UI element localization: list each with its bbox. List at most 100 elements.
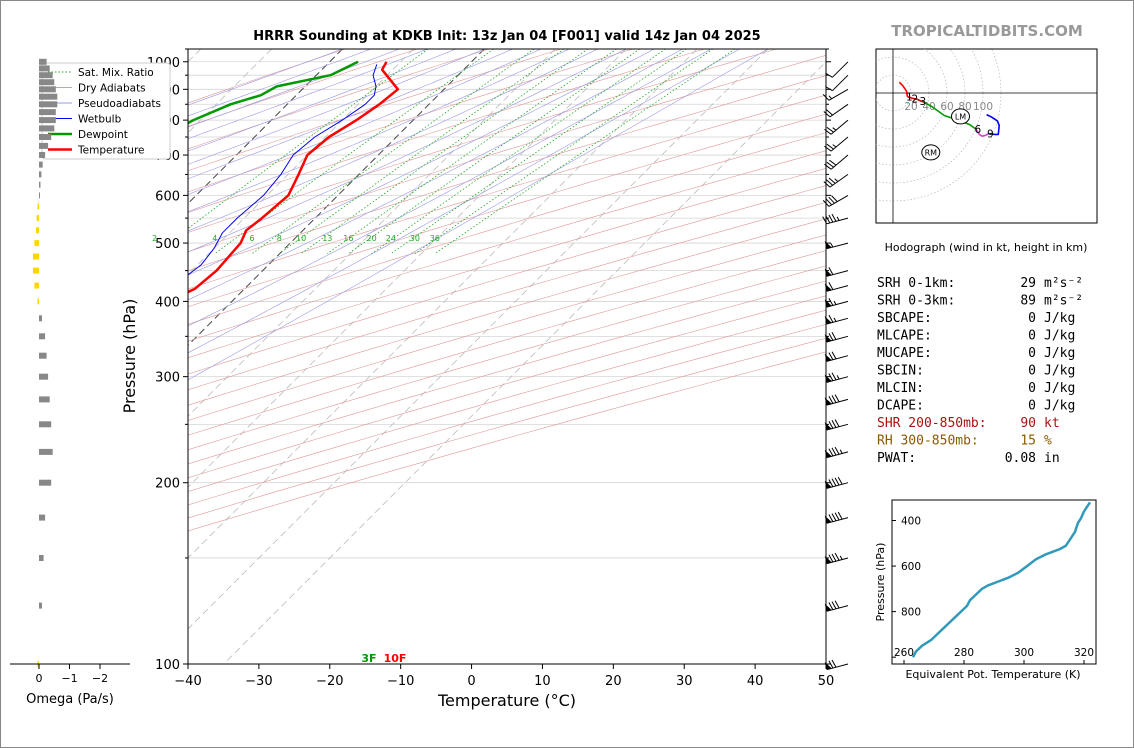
barb-feather <box>829 159 837 166</box>
omega-bar <box>39 152 46 158</box>
moist-adiabat-line <box>188 49 598 232</box>
omega-bar <box>39 117 56 124</box>
omega-bar <box>37 203 39 210</box>
theta-e-xtick-label: 300 <box>1014 647 1034 659</box>
moist-adiabat-line <box>188 49 371 117</box>
wind-barb <box>824 314 849 325</box>
moist-adiabat-line <box>188 49 343 106</box>
skewt-ytick-label: 500 <box>155 237 180 252</box>
wind-barb <box>824 600 849 612</box>
barb-feather <box>828 420 834 429</box>
isotherm-line <box>188 49 485 347</box>
skewt-xtick-label: −20 <box>316 674 343 689</box>
hodograph-ring-label: 20 <box>904 101 917 113</box>
barb-feather <box>834 552 840 561</box>
skewt-xlabel: Temperature (°C) <box>437 691 576 710</box>
dry-adiabat-line <box>188 168 826 359</box>
barb-half-feather <box>832 144 837 148</box>
barb-feather <box>825 86 833 92</box>
dry-adiabat-line <box>188 132 826 325</box>
barb-feather <box>837 511 843 520</box>
barb-feather <box>831 195 838 202</box>
barb-half-feather <box>828 95 833 100</box>
dry-adiabat-line <box>188 280 826 465</box>
omega-bar <box>32 267 39 274</box>
index-value: 15 <box>1020 434 1036 449</box>
index-unit: J/kg <box>1044 364 1075 379</box>
theta-e-ylabel: Pressure (hPa) <box>874 543 887 622</box>
skewt-xtick-label: 20 <box>605 674 622 689</box>
omega-bar <box>39 396 50 403</box>
omega-bar <box>39 65 50 72</box>
dry-adiabat-line <box>188 150 826 342</box>
barb-staff <box>826 285 849 292</box>
barb-feather <box>837 476 843 485</box>
barb-feather <box>834 512 840 521</box>
barb-feather <box>831 513 837 522</box>
index-value: 0 <box>1028 399 1036 414</box>
omega-bar <box>39 142 49 149</box>
index-label: SBCAPE: <box>877 311 932 326</box>
barb-half-feather <box>833 317 837 322</box>
barb-half-feather <box>832 127 837 131</box>
omega-bar <box>36 215 39 222</box>
moist-adiabat-line <box>188 49 655 276</box>
hodograph-trace <box>907 95 924 103</box>
skewt-xtick-label: 10 <box>534 674 551 689</box>
dry-adiabat-line <box>188 49 561 172</box>
skewt-xtick-label: −40 <box>174 674 201 689</box>
barb-feather <box>828 352 834 361</box>
hodograph-marker-circle <box>951 108 970 125</box>
dry-adiabat-line <box>188 295 826 479</box>
barb-feather <box>828 373 834 381</box>
legend-label: Wetbulb <box>78 114 122 126</box>
barb-pennant <box>824 374 832 383</box>
wind-barb <box>824 659 849 671</box>
omega-bar <box>39 514 46 521</box>
barb-feather <box>831 659 837 668</box>
legend-label: Sat. Mix. Ratio <box>78 67 154 79</box>
skewt-ytick-label: 300 <box>155 371 180 386</box>
barb-feather <box>823 181 831 188</box>
barb-staff <box>826 376 849 383</box>
barb-pennant <box>824 422 832 430</box>
omega-bar <box>39 79 55 86</box>
wind-barb <box>824 282 849 292</box>
index-unit: in <box>1044 451 1060 466</box>
omega-xlabel: Omega (Pa/s) <box>26 692 114 707</box>
barb-staff <box>830 136 849 152</box>
barb-feather <box>828 177 836 184</box>
index-label: RH 300-850mb: <box>877 434 979 449</box>
barb-feather <box>826 179 833 186</box>
mixing-ratio-label: 4 <box>212 234 217 243</box>
omega-bar <box>34 240 39 247</box>
barb-pennant <box>824 662 832 670</box>
isotherm-line <box>188 49 698 559</box>
dry-adiabat-line <box>188 234 826 421</box>
barb-staff <box>826 217 849 225</box>
barb-feather <box>828 479 834 487</box>
skewt-xtick-label: −10 <box>387 674 414 689</box>
mixing-ratio-line <box>188 49 429 229</box>
mixing-ratio-label: 10 <box>296 234 306 243</box>
moist-adiabat-line <box>188 49 712 327</box>
barb-staff <box>828 88 849 101</box>
barb-feather <box>828 214 834 223</box>
omega-bar <box>39 93 58 100</box>
omega-bar <box>39 161 43 168</box>
mixing-ratio-line <box>327 49 617 255</box>
moist-adiabat-line <box>188 49 485 165</box>
barb-half-feather <box>839 555 843 560</box>
omega-bar <box>37 298 39 305</box>
skewt-ytick-label: 400 <box>155 295 180 310</box>
moist-adiabat-line <box>188 49 570 213</box>
barb-feather <box>831 553 837 562</box>
moist-adiabat-line <box>188 49 513 180</box>
dry-adiabat-line <box>188 185 826 375</box>
omega-bar <box>32 253 39 260</box>
wind-barb <box>824 372 849 383</box>
legend: Sat. Mix. Ratio Dry Adiabats Pseudoadiabat… <box>41 62 171 160</box>
index-label: MUCAPE: <box>877 346 932 361</box>
omega-bar <box>39 109 56 116</box>
